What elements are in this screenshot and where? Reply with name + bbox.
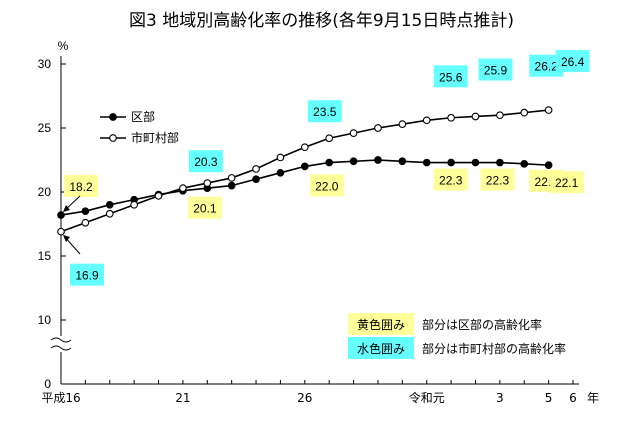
data-label: 25.9 xyxy=(484,63,508,77)
data-label: 22.0 xyxy=(315,179,339,193)
data-point xyxy=(520,108,529,117)
data-point xyxy=(447,158,455,167)
data-point xyxy=(398,120,407,129)
data-point xyxy=(398,157,407,166)
data-point xyxy=(300,162,309,171)
data-point xyxy=(130,200,138,209)
data-point xyxy=(154,191,163,200)
data-point xyxy=(471,158,480,167)
data-point xyxy=(349,157,358,166)
data-label: 20.3 xyxy=(194,155,218,169)
y-axis-unit: % xyxy=(58,39,69,53)
data-label-box xyxy=(64,175,98,198)
legend-label: 市町村部 xyxy=(131,130,179,145)
data-point xyxy=(105,209,114,218)
data-label: 26.4 xyxy=(561,55,585,69)
data-label-box xyxy=(549,171,584,194)
data-point xyxy=(81,207,90,216)
x-tick-label: 平成16 xyxy=(41,391,80,405)
data-point xyxy=(325,158,334,167)
data-label-box xyxy=(70,263,104,286)
data-point xyxy=(276,168,285,177)
data-label: 26.2 xyxy=(535,60,559,74)
y-tick-label: 15 xyxy=(38,249,52,263)
y-tick-label: 25 xyxy=(38,121,52,135)
data-label-box xyxy=(309,174,344,197)
data-point xyxy=(203,179,212,187)
x-tick-label: 6 xyxy=(569,391,577,405)
data-label: 25.6 xyxy=(439,70,463,84)
data-label: 23.5 xyxy=(313,105,337,119)
data-label-box xyxy=(529,54,564,77)
data-point xyxy=(227,174,236,182)
data-label: 22.3 xyxy=(439,174,463,188)
data-label: 22.3 xyxy=(486,174,510,188)
x-tick-label: 5 xyxy=(545,391,553,405)
y-tick-label: 30 xyxy=(38,57,52,71)
x-axis-unit: 年 xyxy=(587,391,599,405)
y-tick-label: 20 xyxy=(38,185,52,199)
data-point xyxy=(325,134,334,143)
data-label-box xyxy=(307,100,342,123)
chart-title: 図3 地域別高齢化率の推移(各年9月15日時点推計) xyxy=(129,11,514,31)
data-point xyxy=(179,184,187,193)
data-point xyxy=(422,116,431,125)
note-swatch-label: 水色囲み xyxy=(357,342,405,356)
legend-marker xyxy=(109,134,117,142)
axis-break-mark xyxy=(50,337,72,351)
data-point xyxy=(374,124,382,132)
data-point xyxy=(496,111,504,120)
data-point xyxy=(544,161,553,169)
y-tick-label: 10 xyxy=(38,313,52,327)
note-swatch xyxy=(348,337,414,359)
legend-marker xyxy=(109,113,117,121)
data-point xyxy=(300,143,309,152)
legend-label: 区部 xyxy=(131,109,155,124)
note-swatch xyxy=(348,313,414,335)
x-tick-label: 26 xyxy=(297,391,312,405)
data-point xyxy=(252,175,260,184)
data-point xyxy=(374,156,382,164)
data-label-box xyxy=(433,65,468,88)
data-point xyxy=(520,159,529,168)
data-point xyxy=(57,227,65,236)
data-point xyxy=(349,129,358,137)
note-swatch-label: 黄色囲み xyxy=(357,318,405,332)
data-point xyxy=(227,181,236,190)
x-tick-label: 令和元 xyxy=(409,390,445,405)
y-tick-label: 0 xyxy=(44,377,51,391)
data-point xyxy=(105,200,114,209)
data-point xyxy=(471,112,480,121)
data-label: 18.2 xyxy=(69,180,93,194)
data-point xyxy=(447,113,455,122)
data-label-box xyxy=(187,196,222,219)
data-point xyxy=(81,218,90,227)
note-text: 部分は市町村部の高齢化率 xyxy=(422,341,566,356)
data-label-box xyxy=(555,50,590,73)
data-label: 16.9 xyxy=(75,269,99,283)
annotation-arrowhead xyxy=(63,205,70,212)
data-point xyxy=(496,158,504,167)
data-label: 20.1 xyxy=(193,202,217,216)
data-label-box xyxy=(478,58,513,81)
x-tick-label: 21 xyxy=(175,391,190,405)
x-tick-label: 3 xyxy=(496,391,504,405)
note-text: 部分は区部の高齢化率 xyxy=(422,317,542,332)
data-point xyxy=(276,153,285,162)
annotation-arrowhead xyxy=(63,235,70,242)
series-line-2 xyxy=(60,109,549,233)
data-point xyxy=(544,106,553,114)
data-label-box xyxy=(480,168,515,191)
data-label-box xyxy=(188,150,223,173)
data-label: 22.1 xyxy=(555,176,579,190)
data-point xyxy=(57,211,65,219)
data-label-box xyxy=(433,168,468,191)
data-point xyxy=(252,165,260,173)
data-point xyxy=(422,158,431,167)
